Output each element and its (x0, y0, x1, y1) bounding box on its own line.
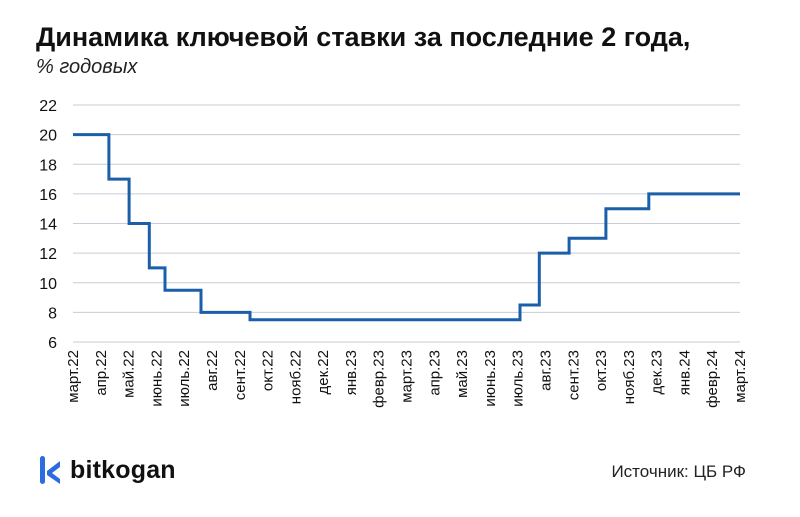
x-tick-label: окт.23 (593, 350, 610, 391)
x-tick-label: дек.23 (649, 350, 666, 395)
y-tick-label: 16 (39, 187, 57, 204)
brand-name: bitkogan (70, 455, 176, 484)
bitkogan-logo-icon (40, 456, 60, 484)
x-tick-label: февр.23 (371, 350, 388, 408)
source-note: Источник: ЦБ РФ (611, 462, 746, 481)
x-tick-label: март.22 (65, 350, 82, 403)
y-tick-label: 12 (39, 246, 57, 263)
x-tick-label: май.22 (121, 350, 138, 398)
x-tick-label: май.23 (454, 350, 471, 398)
x-tick-label: июнь.23 (482, 350, 499, 407)
y-tick-label: 6 (48, 335, 57, 352)
x-tick-label: февр.24 (704, 350, 721, 408)
chart-title: Динамика ключевой ставки за последние 2 … (36, 22, 691, 52)
series-layer (73, 133, 740, 322)
x-axis-ticks: март.22 апр.22 май.22 июнь.22 июль.22 авг.22 с… (65, 350, 749, 408)
chart-subtitle: % годовых (36, 56, 138, 78)
x-tick-label: авг.23 (537, 350, 554, 391)
x-tick-label: янв.23 (343, 350, 360, 395)
x-tick-label: сент.22 (232, 350, 249, 400)
y-tick-label: 20 (39, 128, 57, 145)
x-tick-label: дек.22 (315, 350, 332, 395)
x-tick-label: июль.23 (510, 350, 527, 407)
x-tick-label: апр.23 (426, 350, 443, 396)
x-tick-label: апр.22 (93, 350, 110, 396)
brand-logo: bitkogan (38, 455, 176, 485)
y-tick-label: 14 (39, 217, 57, 234)
y-tick-label: 22 (39, 98, 57, 115)
x-tick-label: март.24 (732, 350, 749, 403)
y-axis-ticks: 6 8 10 12 14 16 18 20 22 (39, 98, 57, 352)
y-tick-label: 10 (39, 276, 57, 293)
x-tick-label: июнь.22 (148, 350, 165, 407)
x-tick-label: авг.22 (204, 350, 221, 391)
x-tick-label: окт.22 (260, 350, 277, 391)
x-tick-label: нояб.22 (287, 350, 304, 404)
x-tick-label: янв.24 (676, 350, 693, 395)
y-tick-label: 8 (48, 305, 57, 322)
key-rate-line (73, 133, 740, 322)
grid-lines (73, 104, 740, 343)
x-tick-label: июль.22 (176, 350, 193, 407)
x-tick-label: нояб.23 (621, 350, 638, 404)
x-tick-label: сент.23 (565, 350, 582, 400)
x-tick-label: март.23 (399, 350, 416, 403)
y-tick-label: 18 (39, 157, 57, 174)
